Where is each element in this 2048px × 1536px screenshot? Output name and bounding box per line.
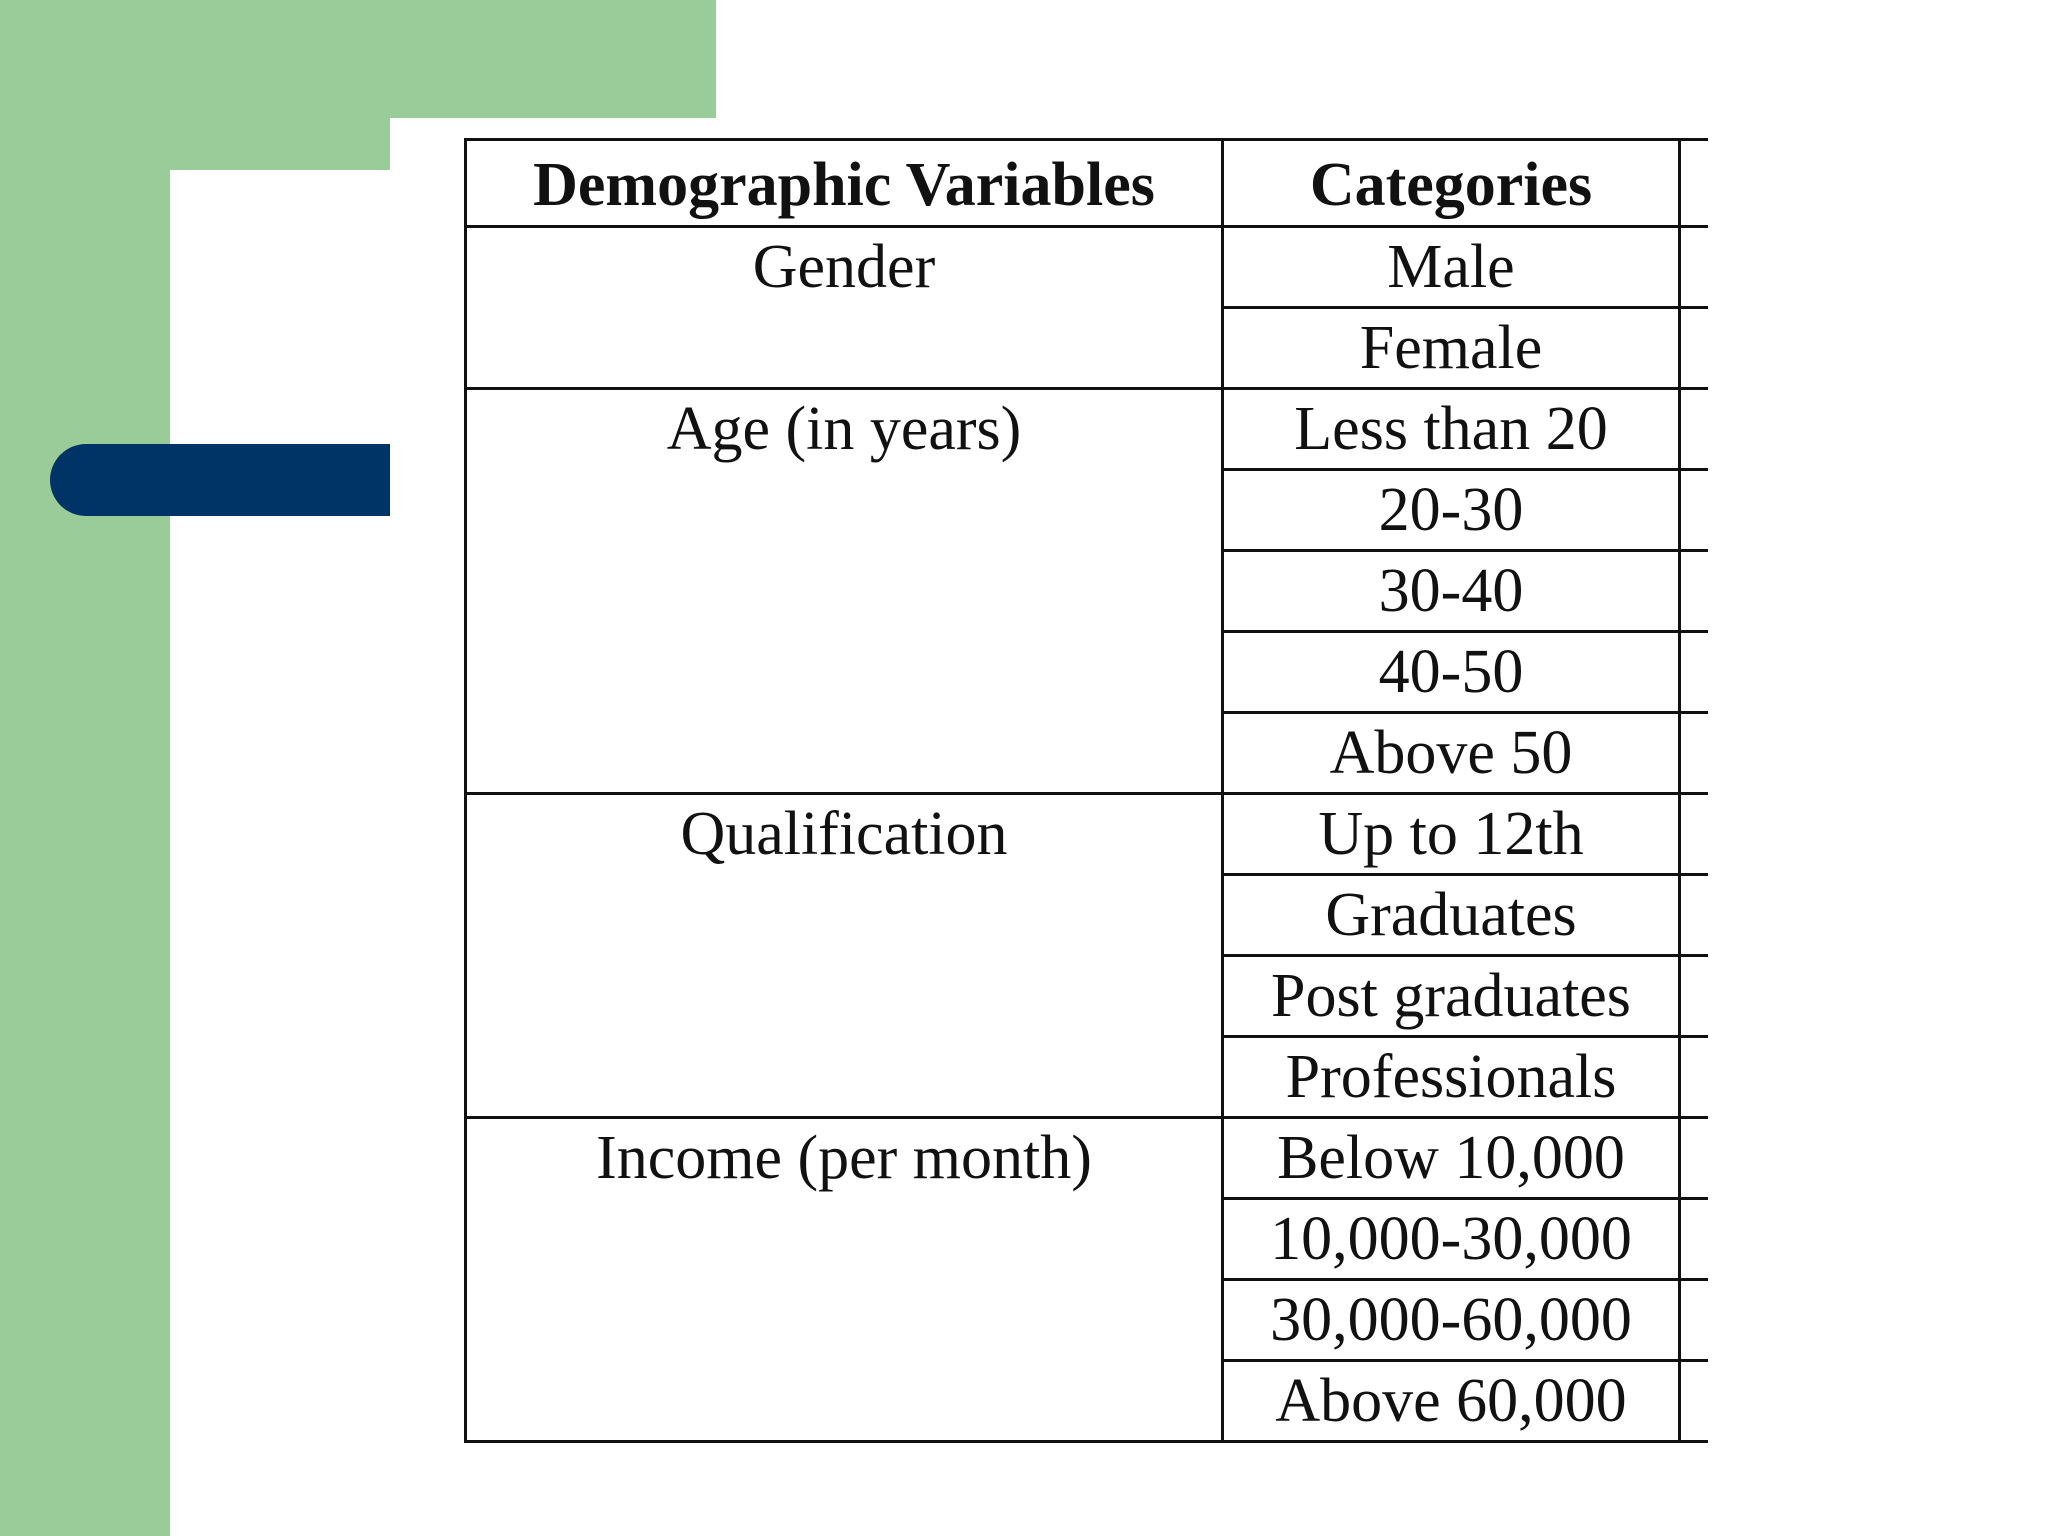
table-row: Qualification Up to 12th: [464, 792, 1708, 1119]
category-cell: Professionals: [1221, 1035, 1681, 1119]
table-row: Gender Male: [464, 225, 1708, 390]
demographics-table: Demographic Variables Categories Gender …: [464, 138, 1708, 1443]
category-cell: Less than 20: [1221, 387, 1681, 471]
category-cell: Up to 12th: [1221, 792, 1681, 876]
table-row: Income (per month) Below 10,000: [464, 1116, 1708, 1443]
top-green-band: [0, 0, 716, 118]
category-cell: Above 60,000: [1221, 1359, 1681, 1443]
category-cell: 30-40: [1221, 549, 1681, 633]
extra-cell: [1678, 954, 1708, 1038]
category-cell: Male: [1221, 225, 1681, 309]
category-cell: Below 10,000: [1221, 1116, 1681, 1200]
left-green-band: [0, 0, 170, 1536]
variable-age: Age (in years): [464, 387, 1224, 795]
table-row: Above 50: [466, 711, 1708, 795]
category-cell: Post graduates: [1221, 954, 1681, 1038]
table-row: Professionals: [466, 1035, 1708, 1119]
extra-cell: [1678, 1278, 1708, 1362]
table-row: Above 60,000: [466, 1359, 1708, 1443]
category-cell: 30,000-60,000: [1221, 1278, 1681, 1362]
table-row: 20-30: [466, 468, 1708, 552]
category-cell: Above 50: [1221, 711, 1681, 795]
table-row: Age (in years) Less than 20: [464, 387, 1708, 795]
table-row: 40-50: [466, 630, 1708, 714]
extra-cell: [1678, 1116, 1708, 1200]
header-categories: Categories: [1221, 138, 1681, 228]
green-step: [170, 118, 390, 170]
table-row: Post graduates: [466, 954, 1708, 1038]
category-cell: 10,000-30,000: [1221, 1197, 1681, 1281]
category-cell: Graduates: [1221, 873, 1681, 957]
table-row: 30-40: [466, 549, 1708, 633]
category-cell: 40-50: [1221, 630, 1681, 714]
variable-gender: Gender: [464, 225, 1224, 390]
extra-cell: [1678, 306, 1708, 390]
extra-cell: [1678, 873, 1708, 957]
extra-cell: [1678, 1197, 1708, 1281]
header-extra: [1678, 138, 1708, 228]
extra-cell: [1678, 792, 1708, 876]
extra-cell: [1678, 387, 1708, 471]
demographics-table-container: Demographic Variables Categories Gender …: [464, 138, 1708, 1450]
table-row: Graduates: [466, 873, 1708, 957]
extra-cell: [1678, 630, 1708, 714]
category-cell: 20-30: [1221, 468, 1681, 552]
variable-income: Income (per month): [464, 1116, 1224, 1443]
blue-accent-bar: [50, 444, 390, 516]
extra-cell: [1678, 468, 1708, 552]
category-cell: Female: [1221, 306, 1681, 390]
extra-cell: [1678, 1359, 1708, 1443]
extra-cell: [1678, 225, 1708, 309]
extra-cell: [1678, 1035, 1708, 1119]
table-row: 10,000-30,000: [466, 1197, 1708, 1281]
extra-cell: [1678, 549, 1708, 633]
table-row: 30,000-60,000: [466, 1278, 1708, 1362]
variable-qualification: Qualification: [464, 792, 1224, 1119]
table-row: Female: [466, 306, 1708, 390]
header-demographic-variables: Demographic Variables: [464, 138, 1224, 228]
extra-cell: [1678, 711, 1708, 795]
table-header-row: Demographic Variables Categories: [464, 138, 1708, 228]
